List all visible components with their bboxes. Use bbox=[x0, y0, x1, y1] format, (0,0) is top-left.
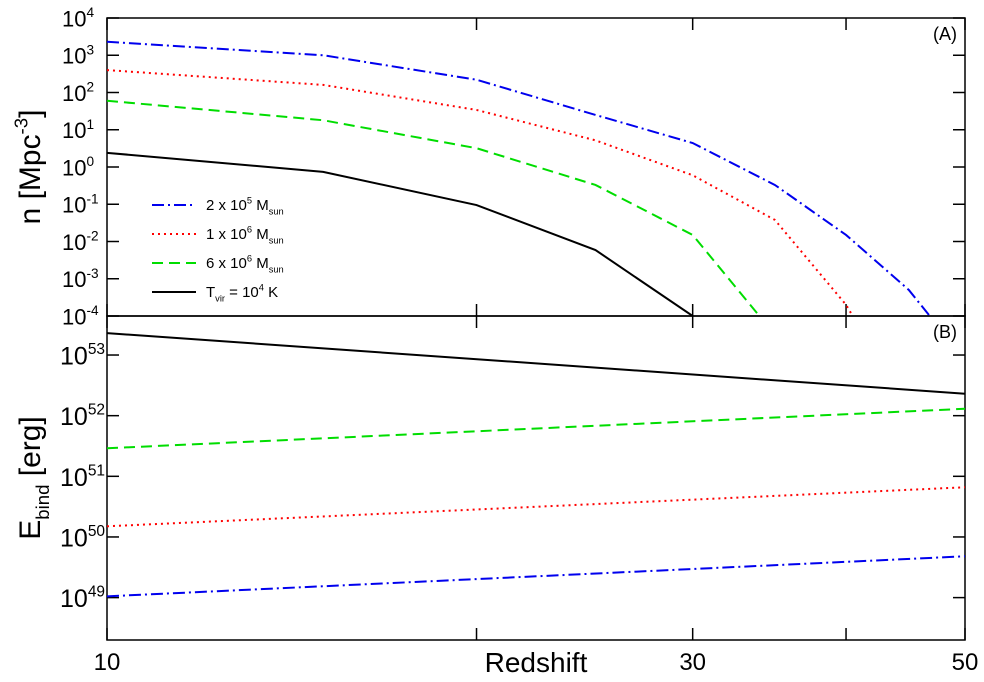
text-part: 49 bbox=[88, 584, 105, 601]
text-part: M bbox=[252, 255, 269, 272]
y-tick-label: 101 bbox=[62, 117, 94, 143]
text-part: 1 bbox=[86, 117, 94, 132]
y-tick-label: 10-3 bbox=[62, 266, 99, 292]
legend-label: 1 x 106 Msun bbox=[206, 225, 284, 246]
y-tick-label: 1051 bbox=[60, 462, 105, 492]
y-axis-label: Ebind [erg] bbox=[14, 416, 53, 540]
text-part: -4 bbox=[86, 303, 99, 318]
text-part: 2 bbox=[86, 80, 94, 95]
text-part: 10 bbox=[62, 118, 86, 143]
text-part: 52 bbox=[88, 402, 105, 419]
text-part: ] bbox=[14, 110, 47, 118]
y-tick-label: 1052 bbox=[60, 402, 105, 432]
y-tick-label: 100 bbox=[62, 154, 94, 180]
text-part: n [Mpc bbox=[14, 134, 47, 224]
text-part: 4 bbox=[86, 5, 94, 20]
series-group bbox=[107, 332, 965, 598]
panel-label: (A) bbox=[933, 24, 957, 44]
y-tick-label: 1053 bbox=[60, 341, 105, 371]
text-part: bind bbox=[32, 485, 53, 520]
y-tick-label: 10-1 bbox=[62, 191, 99, 217]
panel-label: (B) bbox=[933, 322, 957, 342]
series-line bbox=[107, 407, 965, 450]
text-part: 6 x 10 bbox=[206, 255, 247, 272]
text-part: 5 bbox=[247, 196, 252, 206]
text-part: 10 bbox=[60, 464, 88, 492]
text-part: 6 bbox=[247, 254, 252, 264]
text-part: E bbox=[14, 520, 47, 540]
text-part: [erg] bbox=[14, 416, 47, 484]
text-part: K bbox=[264, 284, 278, 301]
text-part: M bbox=[252, 197, 269, 214]
text-part: sun bbox=[269, 207, 284, 217]
y-tick-label: 102 bbox=[62, 80, 94, 106]
text-part: -3 bbox=[10, 118, 31, 135]
text-part: 6 bbox=[247, 225, 252, 235]
text-part: 53 bbox=[88, 341, 105, 358]
text-part: vir bbox=[215, 294, 225, 304]
text-part: 4 bbox=[259, 283, 264, 293]
text-part: 10 bbox=[60, 403, 88, 431]
text-part: T bbox=[206, 284, 215, 301]
text-part: 10 bbox=[60, 343, 88, 371]
text-part: = 10 bbox=[225, 284, 259, 301]
legend-label: 2 x 105 Msun bbox=[206, 196, 284, 217]
text-part: 10 bbox=[62, 81, 86, 106]
x-axis-label: Redshift bbox=[485, 647, 588, 678]
series-group bbox=[107, 40, 931, 316]
text-part: -1 bbox=[86, 191, 98, 206]
series-line bbox=[107, 99, 761, 316]
text-part: 3 bbox=[86, 42, 94, 57]
y-tick-label: 10-2 bbox=[62, 229, 99, 255]
y-axis-label: n [Mpc-3] bbox=[10, 110, 47, 225]
x-tick-label: 50 bbox=[952, 649, 979, 676]
text-part: 50 bbox=[88, 523, 106, 540]
text-part: 10 bbox=[62, 230, 86, 255]
text-part: 1 x 10 bbox=[206, 226, 247, 243]
text-part: 10 bbox=[62, 44, 86, 69]
x-tick-label: 30 bbox=[679, 649, 706, 676]
text-part: 0 bbox=[86, 154, 94, 169]
y-tick-label: 1050 bbox=[60, 523, 105, 553]
text-part: 2 x 10 bbox=[206, 197, 247, 214]
series-line bbox=[107, 40, 931, 316]
text-part: 10 bbox=[60, 524, 88, 552]
y-tick-label: 103 bbox=[62, 42, 94, 68]
x-tick-label: 10 bbox=[94, 649, 121, 676]
text-part: 10 bbox=[62, 6, 86, 31]
text-part: 10 bbox=[60, 585, 88, 613]
text-part: 51 bbox=[88, 462, 105, 479]
y-tick-label: 1049 bbox=[60, 584, 105, 614]
text-part: 10 bbox=[62, 155, 86, 180]
text-part: 10 bbox=[62, 267, 86, 292]
text-part: sun bbox=[269, 236, 284, 246]
text-part: sun bbox=[269, 265, 284, 275]
series-line bbox=[107, 555, 965, 598]
series-line bbox=[107, 332, 965, 395]
plot-frame bbox=[106, 315, 966, 641]
text-part: 10 bbox=[62, 304, 86, 329]
text-part: M bbox=[252, 226, 269, 243]
text-part: -3 bbox=[86, 266, 98, 281]
y-tick-label: 104 bbox=[62, 5, 94, 31]
series-line bbox=[107, 151, 694, 316]
series-line bbox=[107, 69, 854, 316]
y-tick-label: 10-4 bbox=[62, 303, 99, 329]
text-part: -2 bbox=[86, 229, 98, 244]
series-line bbox=[107, 486, 965, 528]
text-part: 10 bbox=[62, 193, 86, 218]
legend-label: Tvir = 104 K bbox=[206, 283, 278, 304]
legend-label: 6 x 106 Msun bbox=[206, 254, 284, 275]
